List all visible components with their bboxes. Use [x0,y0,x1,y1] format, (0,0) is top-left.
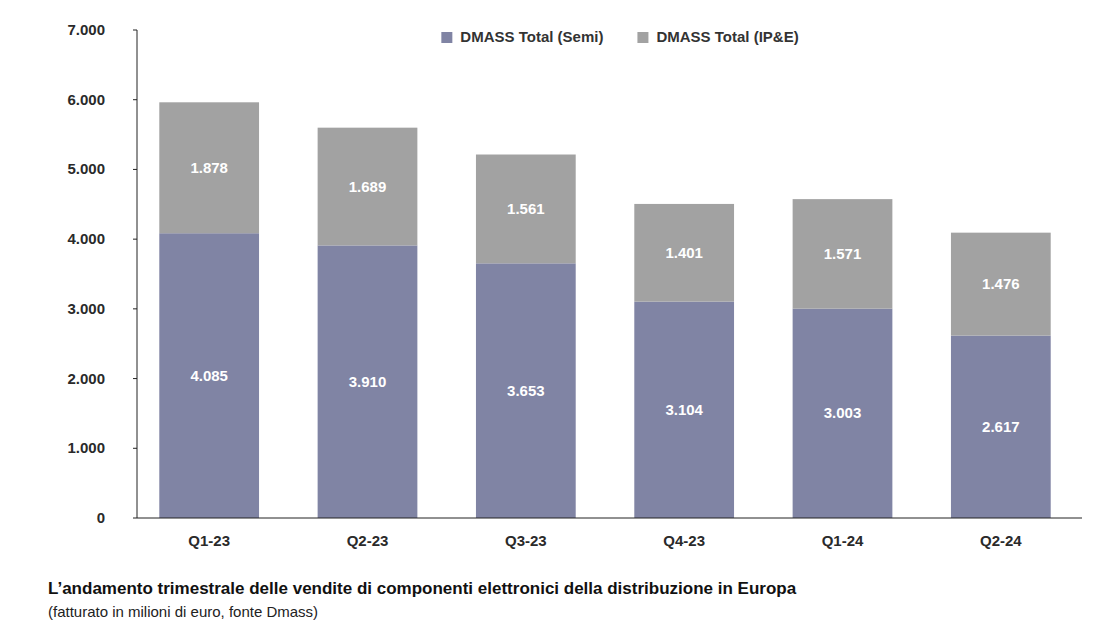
legend-swatch [637,32,648,43]
y-tick-label: 2.000 [67,370,105,387]
bar-segment [476,155,576,264]
y-tick-label: 1.000 [67,439,105,456]
y-tick [133,239,137,240]
bar-segment [951,336,1051,518]
y-tick-label: 3.000 [67,300,105,317]
y-tick-label: 5.000 [67,160,105,177]
x-tick-label: Q2-23 [347,532,389,549]
x-tick-label: Q4-23 [663,532,705,549]
x-tick-label: Q3-23 [505,532,547,549]
data-label: 4.085 [190,367,228,384]
bar-segment [318,245,418,518]
x-tick-label: Q1-23 [188,532,230,549]
legend-label: DMASS Total (IP&E) [656,28,798,45]
data-label: 1.401 [665,244,703,261]
bar-segment [793,199,893,309]
data-label: 3.653 [507,382,545,399]
x-axis-line [137,518,1082,519]
bars [159,102,1050,518]
y-tick [133,378,137,379]
subtitle: (fatturato in milioni di euro, fonte Dma… [48,603,318,620]
data-label: 1.571 [824,245,862,262]
data-label: 1.561 [507,200,545,217]
chart: 4.085 3.910 3.653 3.104 3.003 2.617 1.878 1.689… [0,0,1100,640]
data-label: 1.476 [982,275,1020,292]
data-label: 3.104 [665,401,703,418]
data-label: 2.617 [982,418,1020,435]
legend: DMASS Total (Semi) DMASS Total (IP&E) [441,28,798,45]
data-label: 3.910 [349,373,387,390]
y-tick-label: 7.000 [67,21,105,38]
bar-segment [159,102,259,233]
bar-segment [634,204,734,302]
y-tick [133,518,137,519]
bar-segment [793,309,893,518]
title: L’andamento trimestrale delle vendite di… [48,579,797,598]
y-tick [133,448,137,449]
bar-segment [951,233,1051,336]
y-tick [133,169,137,170]
data-label: 1.878 [190,159,228,176]
x-tick-label: Q2-24 [980,532,1022,549]
bar-segment [476,263,576,518]
bar-segment [159,233,259,518]
x-tick-label: Q1-24 [822,532,864,549]
y-tick [133,308,137,309]
y-tick-label: 0 [97,509,105,526]
legend-label: DMASS Total (Semi) [460,28,603,45]
data-label: 1.689 [349,178,387,195]
legend-swatch [441,32,452,43]
y-tick [133,99,137,100]
y-tick [133,30,137,31]
y-tick-label: 6.000 [67,91,105,108]
bar-segment [634,302,734,518]
y-tick-label: 4.000 [67,230,105,247]
data-label: 3.003 [824,404,862,421]
bar-segment [318,128,418,246]
y-axis-line [137,30,138,518]
